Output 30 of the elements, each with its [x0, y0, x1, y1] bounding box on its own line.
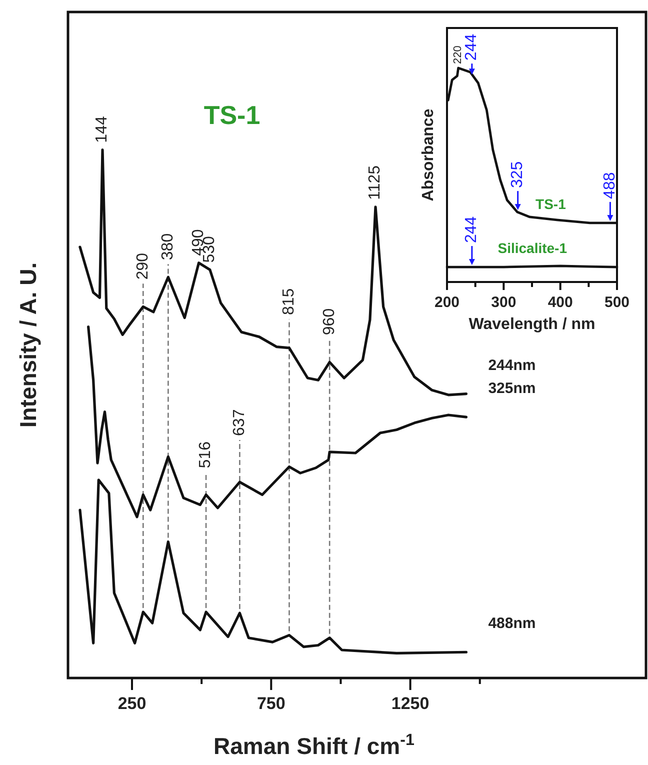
series-label: 488nm: [488, 615, 536, 632]
annotation: 244: [463, 216, 480, 244]
y-axis-title: Intensity / A. U.: [15, 262, 41, 428]
chart-title: TS-1: [204, 100, 260, 130]
annotation: 637: [230, 409, 248, 436]
x-tick-label: 500: [604, 294, 630, 311]
annotation: 144: [94, 116, 111, 143]
series-label: 325nm: [488, 380, 536, 398]
x-axis-title: Wavelength / nm: [468, 316, 596, 333]
annotation: 516: [197, 441, 214, 468]
x-tick-label: 750: [256, 694, 286, 713]
y-axis-title: Absorbance: [420, 108, 437, 202]
x-tick-label: 200: [434, 294, 460, 311]
annotation: 1125: [366, 165, 384, 200]
annotation: 290: [134, 252, 152, 280]
annotation: 960: [320, 308, 338, 336]
annotation: 815: [280, 288, 298, 316]
x-tick-label: 250: [118, 694, 146, 713]
x-tick-label: 300: [491, 294, 516, 311]
x-axis-title: Raman Shift / cm$^{-1}$: [214, 731, 415, 759]
series-label: Silicalite-1: [498, 240, 568, 256]
x-tick-label: 1250: [391, 694, 430, 713]
series-label: TS-1: [536, 196, 566, 212]
x-tick-label: 400: [548, 294, 573, 311]
annotation: 325: [509, 161, 526, 188]
annotation: 380: [159, 233, 176, 260]
annotation: 244: [463, 34, 480, 61]
series-label: 244nm: [488, 356, 536, 374]
annotation: 220: [452, 46, 464, 64]
annotation: 488: [601, 172, 618, 199]
